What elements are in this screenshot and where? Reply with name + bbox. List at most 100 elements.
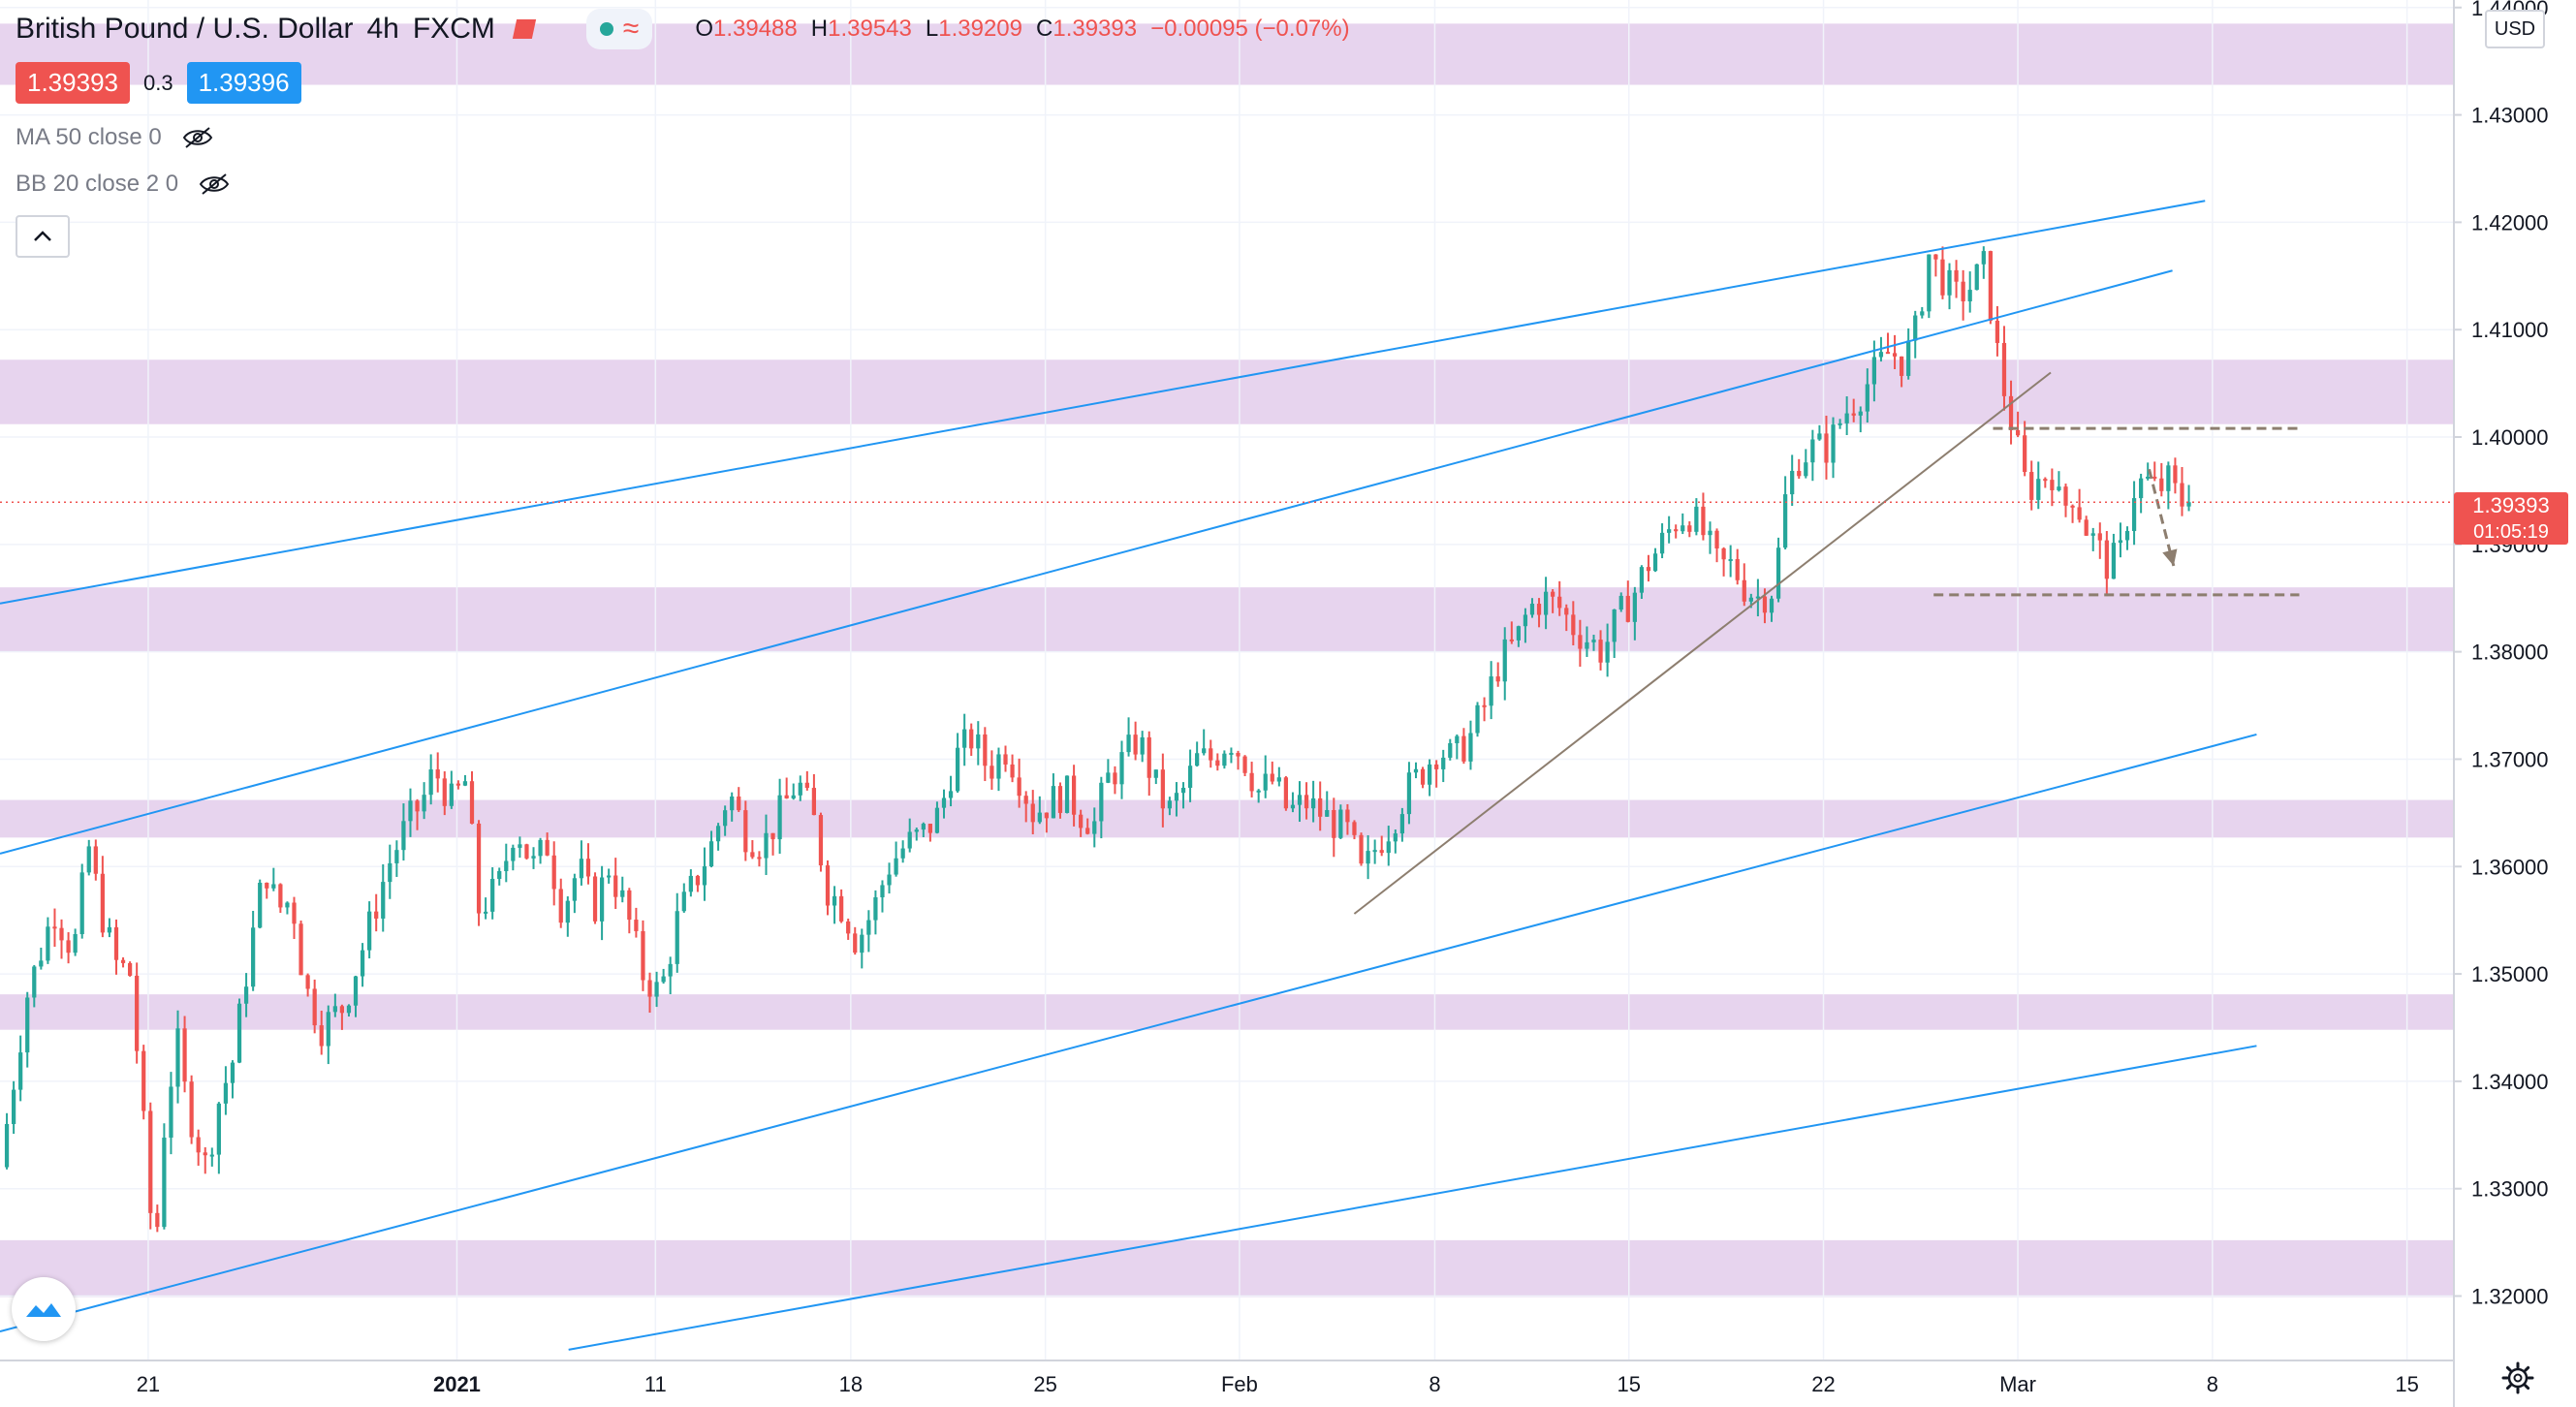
candle-up	[1187, 766, 1193, 788]
candle-down	[2173, 465, 2178, 484]
candle-up	[25, 997, 30, 1053]
time-tick-label: 15	[1617, 1372, 1640, 1396]
candle-up	[715, 826, 721, 842]
candle-up	[907, 831, 912, 849]
candle-down	[839, 895, 844, 922]
candle-down	[1714, 530, 1719, 548]
candle-down	[135, 975, 140, 1051]
candle-down	[435, 769, 440, 779]
candle-down	[1892, 353, 1898, 357]
candle-down	[1509, 639, 1514, 641]
time-tick-label: 21	[137, 1372, 160, 1396]
candle-down	[592, 876, 598, 922]
eye-off-icon[interactable]	[198, 172, 231, 196]
candle-down	[182, 1028, 187, 1082]
candle-down	[52, 926, 57, 929]
candle-down	[1885, 352, 1891, 355]
candle-up	[2166, 465, 2171, 491]
candle-up	[107, 926, 112, 933]
sr-zone	[0, 799, 2454, 838]
candle-up	[894, 858, 898, 875]
candle-down	[292, 902, 297, 924]
candle-up	[1605, 641, 1610, 663]
candle-up	[1180, 787, 1186, 794]
candle-up	[654, 982, 659, 997]
tradingview-logo-button[interactable]	[12, 1277, 76, 1341]
candle-up	[1543, 591, 1549, 615]
candle-up	[483, 911, 488, 914]
time-tick-label: 18	[839, 1372, 863, 1396]
candle-up	[661, 976, 666, 983]
candle-up	[2131, 498, 2137, 532]
candle-up	[1920, 311, 1925, 316]
candle-down	[1133, 735, 1138, 755]
status-pill[interactable]: ≈	[585, 9, 653, 49]
candle-up	[1140, 736, 1145, 755]
eye-off-icon[interactable]	[181, 126, 214, 149]
candle-down	[737, 796, 741, 811]
candle-down	[818, 815, 824, 866]
candle-down	[1249, 772, 1254, 792]
candle-up	[230, 1062, 236, 1083]
candle-up	[764, 832, 769, 859]
indicator-ma[interactable]: MA 50 close 0	[16, 124, 214, 151]
indicator-bb[interactable]: BB 20 close 2 0	[16, 171, 231, 198]
candle-down	[558, 889, 563, 923]
candle-down	[2029, 472, 2034, 500]
candle-up	[708, 841, 714, 867]
candle-down	[66, 940, 71, 954]
candle-up	[675, 911, 679, 964]
candle-up	[1427, 764, 1432, 785]
candle-up	[538, 839, 543, 857]
channel-line	[0, 733, 2257, 1333]
interval-label[interactable]: 4h	[366, 13, 399, 45]
candle-up	[79, 872, 84, 935]
candle-down	[265, 883, 269, 889]
drawing-lines	[0, 200, 2454, 1351]
candle-down	[1332, 810, 1336, 838]
exchange-label: FXCM	[412, 13, 495, 45]
candle-up	[169, 1086, 173, 1139]
sr-zone	[0, 360, 2454, 424]
candle-up	[668, 963, 673, 977]
candle-down	[927, 824, 932, 833]
candle-down	[1461, 735, 1466, 762]
candle-up	[353, 976, 359, 1006]
candle-up	[976, 734, 981, 749]
buy-button[interactable]: 1.39396	[186, 62, 301, 104]
support-resistance-zones	[0, 23, 2454, 1298]
sr-zone	[0, 23, 2454, 85]
candle-down	[1721, 547, 1726, 560]
candle-up	[1523, 614, 1528, 627]
time-tick-label: 22	[1811, 1372, 1835, 1396]
collapse-legend-button[interactable]	[16, 215, 70, 258]
candle-up	[702, 866, 707, 886]
sr-zone	[0, 994, 2454, 1030]
candle-up	[1222, 753, 1227, 766]
candle-up	[791, 795, 796, 798]
sell-button[interactable]: 1.39393	[16, 62, 130, 104]
candle-up	[1325, 810, 1330, 817]
indicator-label: MA 50 close 0	[16, 124, 162, 150]
candle-up	[1585, 641, 1589, 649]
candle-down	[804, 782, 809, 789]
candle-up	[1413, 768, 1419, 773]
time-axis: 21 2021 11 18 25 Feb 8 15 22 Mar 8 15	[137, 1372, 2419, 1396]
candle-down	[990, 766, 994, 779]
candle-up	[86, 846, 91, 873]
candle-down	[203, 1152, 207, 1156]
candle-up	[326, 1012, 330, 1047]
candle-down	[545, 839, 550, 856]
candle-up	[511, 847, 516, 861]
symbol-title[interactable]: British Pound / U.S. Dollar	[16, 13, 354, 45]
candle-up	[1769, 598, 1775, 613]
currency-label[interactable]: USD	[2485, 10, 2545, 48]
price-tick-label: 1.43000	[2471, 104, 2549, 128]
candle-up	[1831, 424, 1836, 463]
candle-up	[955, 747, 960, 792]
candle-up	[1516, 626, 1521, 641]
candle-up	[11, 1089, 16, 1124]
gear-icon[interactable]	[2500, 1360, 2535, 1395]
candle-up	[2118, 540, 2123, 544]
